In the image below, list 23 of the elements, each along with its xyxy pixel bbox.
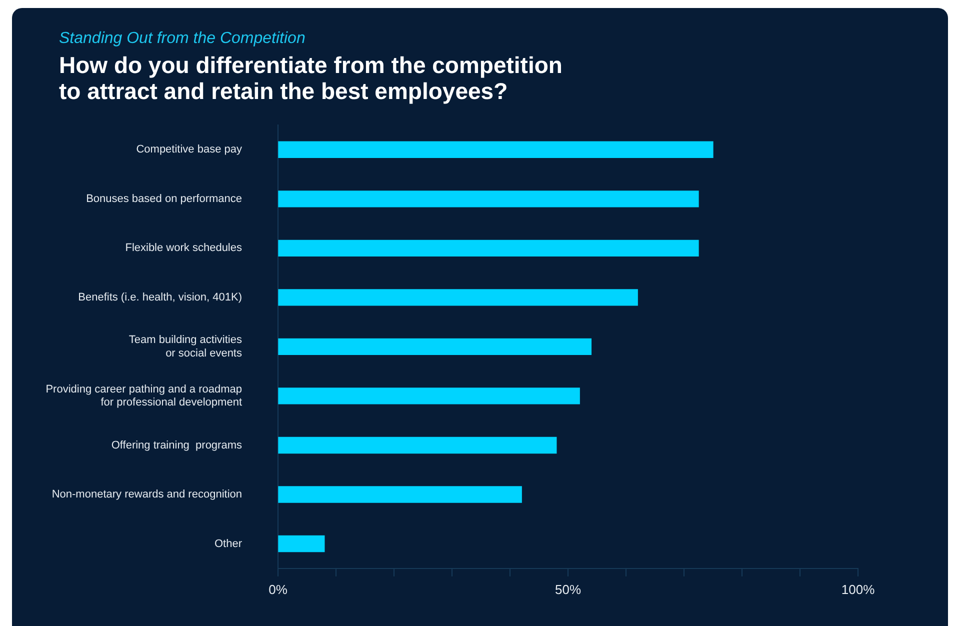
bar [278, 436, 557, 454]
y-tick-label: Non-monetary rewards and recognition [52, 488, 242, 501]
x-tick-label: 100% [841, 582, 876, 597]
bar [278, 338, 592, 356]
y-tick-label: Providing career pathing and a roadmap for professional development [46, 383, 242, 409]
y-tick-label: Flexible work schedules [125, 242, 242, 254]
chart-title: How do you differentiate from the competition to attract and retain the best employees? [59, 52, 562, 104]
bar [278, 141, 714, 158]
y-tick-label: Benefits (i.e. health, vision, 401K) [78, 291, 242, 304]
x-tick-label: 0% [268, 582, 288, 597]
bar [278, 535, 325, 552]
y-tick-label: Other [214, 538, 242, 550]
bar [278, 486, 522, 503]
bar [278, 289, 638, 306]
y-tick-label: Team building activities or social events [128, 334, 242, 360]
chart-subtitle: Standing Out from the Competition [59, 30, 306, 48]
y-tick-label: Competitive base pay [136, 144, 242, 156]
bar [278, 388, 580, 404]
bar [278, 240, 699, 256]
y-tick-label: Offering training programs [111, 439, 242, 452]
x-tick-label: 50% [554, 582, 582, 597]
bar [278, 190, 699, 208]
y-tick-label: Bonuses based on performance [86, 192, 242, 205]
